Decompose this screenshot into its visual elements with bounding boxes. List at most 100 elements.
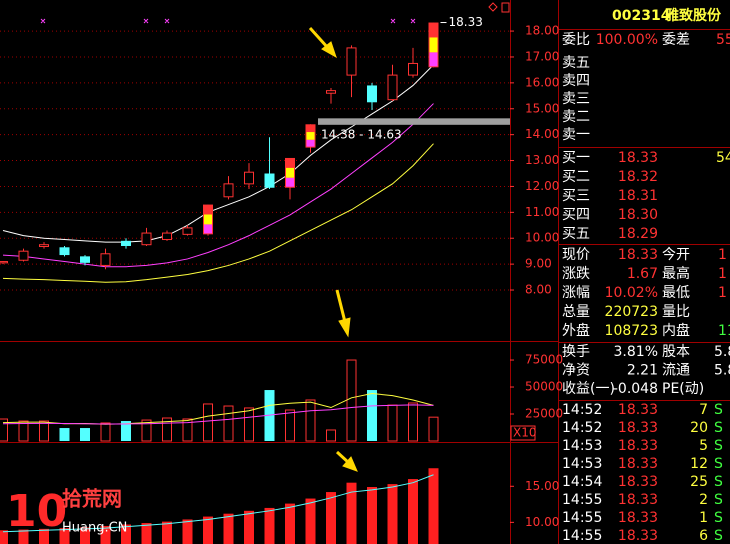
bar: [121, 524, 131, 544]
ask-label: 卖五: [562, 55, 590, 71]
bar: [264, 507, 275, 544]
stat-cell: 5.8: [714, 344, 730, 360]
bar: [285, 503, 295, 544]
high-marker-label: 18.33: [449, 15, 483, 29]
order-ratio-cell: 100.00%: [596, 32, 658, 48]
bar: [244, 407, 254, 442]
y-tick-label: 8.00: [525, 283, 552, 297]
arrows: [308, 26, 358, 472]
limit-up-band: [429, 37, 438, 53]
stat-cell: 2.21: [627, 363, 658, 379]
candle-body: [346, 47, 357, 76]
tick-cell: 18.33: [618, 456, 658, 472]
stat-cell: -0.048: [613, 381, 658, 397]
y-tick-label: 10.00: [525, 515, 559, 529]
candle-body: [264, 173, 275, 188]
order-ratio-cell: 委差: [662, 32, 690, 48]
bar: [18, 420, 29, 442]
quote-cell: 现价: [562, 247, 590, 263]
arrow-head: [321, 41, 337, 59]
tick-cell: S: [714, 528, 723, 544]
bar: [408, 402, 418, 442]
stat-cell: 5.8: [714, 363, 730, 379]
bid-cell: 买二: [562, 169, 590, 185]
limit-up-band: [204, 224, 212, 234]
y-tick-label: 15.00: [525, 479, 559, 493]
y-tick-label: 11.00: [525, 205, 559, 219]
y-tick-label: 14.00: [525, 127, 559, 141]
stat-cell: 净资: [562, 363, 590, 379]
bid-cell: 54: [716, 150, 730, 166]
y-tick-label: 50000: [525, 380, 563, 394]
candle-body: [182, 227, 193, 235]
bar: [326, 429, 336, 442]
bar: [141, 419, 152, 442]
candle-body: [80, 256, 90, 263]
charts: 8.00 9.00 10.00 11.00 12.00 13.00 14.00 15.00 16…: [0, 15, 563, 544]
y-tick-label: 13.00: [525, 153, 559, 167]
candle-body: [0, 261, 8, 264]
bar: [203, 403, 213, 442]
price-band-label: 14.38 - 14.63: [321, 127, 402, 141]
quote-cell: 内盘: [662, 322, 690, 339]
bar: [387, 484, 398, 544]
quote-cell: 最低: [662, 285, 690, 301]
tick-cell: 14:55: [562, 510, 602, 526]
y-tick-label: 9.00: [525, 257, 552, 271]
bar: [182, 519, 193, 544]
stock-name: 雅致股份: [665, 7, 722, 24]
tick-cell: S: [714, 438, 723, 454]
quote-cell: 18.33: [618, 247, 658, 263]
bar: [305, 399, 316, 442]
tick-cell: 14:53: [562, 438, 602, 454]
bar: [367, 487, 377, 544]
bid-cell: 买四: [562, 207, 590, 223]
y-tick-label: 16.00: [525, 75, 559, 89]
stat-cell: PE(动): [662, 381, 704, 397]
tick-cell: S: [714, 456, 723, 472]
arrow: [308, 26, 330, 50]
bar: [428, 468, 439, 544]
limit-up-band: [306, 132, 315, 140]
bar: [121, 421, 131, 441]
arrow-head: [338, 317, 351, 338]
candle-body: [367, 85, 377, 103]
bar: [244, 510, 254, 544]
arrow-head: [342, 456, 358, 472]
bar: [203, 516, 213, 544]
y-tick-label: 18.00: [525, 24, 559, 38]
bar: [367, 390, 377, 441]
bar: [428, 416, 439, 442]
tick-cell: 5: [699, 438, 708, 454]
quote-cell: 108723: [605, 323, 658, 339]
quote-cell: 1: [718, 266, 727, 282]
line-series: [2, 143, 434, 283]
bid-cell: 18.29: [618, 226, 658, 242]
bid-cell: 买三: [562, 188, 590, 204]
tick-cell: 18.33: [618, 420, 658, 436]
quote-cell: 总量: [562, 304, 590, 320]
candle-body: [100, 253, 111, 266]
stat-cell: 3.81%: [614, 344, 658, 360]
bid-cell: 18.30: [618, 207, 658, 223]
candle-body: [408, 62, 418, 76]
bar: [80, 428, 90, 441]
ask-label: 卖三: [562, 91, 590, 107]
tick-cell: 18.33: [618, 438, 658, 454]
tick-cell: 14:54: [562, 474, 602, 490]
bar: [285, 409, 295, 442]
tick-cell: 14:55: [562, 528, 602, 544]
bar: [100, 422, 111, 442]
bid-cell: 买一: [562, 150, 590, 166]
unit-label: X10: [513, 426, 537, 440]
bar: [223, 405, 234, 442]
tick-cell: 14:53: [562, 456, 602, 472]
bar: [162, 521, 172, 544]
watermark-site: 拾荒网: [62, 487, 122, 511]
limit-up-band: [429, 52, 438, 67]
quote-cell: 1: [718, 247, 727, 263]
bar: [0, 530, 8, 544]
quote-cell: 220723: [605, 304, 658, 320]
tick-cell: 12: [690, 456, 708, 472]
